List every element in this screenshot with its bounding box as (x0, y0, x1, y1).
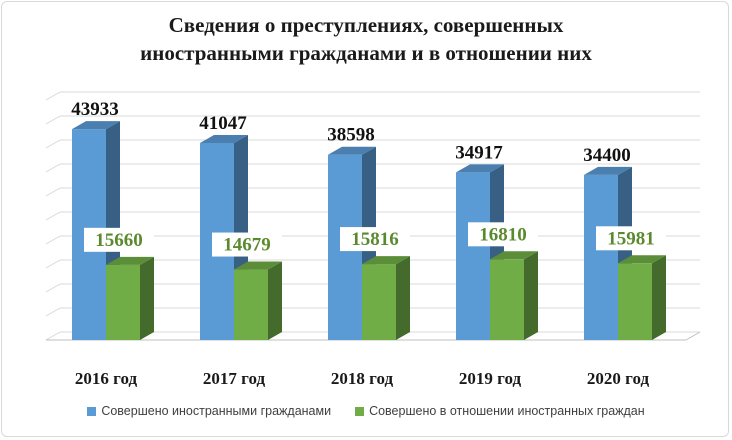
bar-against-foreigners-4-top (490, 251, 538, 260)
data-label-box-against-foreigners-1 (84, 227, 154, 252)
bar-against-foreigners-3 (362, 264, 396, 340)
bar-foreign-committed-1-top (72, 121, 120, 130)
x-tick-label-5: 2020 год (587, 369, 650, 388)
bar-foreign-committed-2-top (200, 134, 248, 143)
data-label-foreign-committed-4: 34917 (455, 142, 503, 163)
x-tick-label-4: 2019 год (459, 369, 522, 388)
bar-against-foreigners-3-side (396, 256, 410, 340)
gridline-side (45, 115, 61, 125)
bar-against-foreigners-4 (490, 259, 524, 340)
legend-swatch-green (355, 406, 365, 416)
gridline-side (45, 307, 61, 317)
bar-against-foreigners-1-top (106, 256, 154, 265)
data-label-box-against-foreigners-3 (340, 227, 410, 252)
bar-against-foreigners-5-side (652, 255, 666, 340)
gridline-side (45, 259, 61, 269)
gridline-side (45, 187, 61, 197)
bar-foreign-committed-4-top (456, 164, 504, 173)
x-tick-label-3: 2018 год (331, 369, 394, 388)
bar-against-foreigners-2-top (234, 261, 282, 270)
legend-item-foreign-committed: Совершено иностранными гражданами (87, 404, 331, 418)
chart-legend: Совершено иностранными гражданами Соверш… (0, 404, 732, 418)
gridline-side (45, 283, 61, 293)
gridline-side (45, 331, 61, 341)
data-label-against-foreigners-2: 14679 (223, 235, 271, 256)
legend-swatch-blue (87, 406, 97, 416)
data-label-box-against-foreigners-5 (596, 226, 666, 251)
x-tick-label-2: 2017 год (203, 369, 266, 388)
data-label-against-foreigners-3: 15816 (351, 229, 399, 250)
data-label-against-foreigners-4: 16810 (479, 224, 527, 245)
legend-label-against-foreigners: Совершено в отношении иностранных гражда… (369, 404, 645, 418)
bar-against-foreigners-4-side (524, 251, 538, 340)
chart-title-line-1: Сведения о преступлениях, совершенных (168, 13, 564, 37)
gridline-side (45, 211, 61, 221)
data-label-foreign-committed-1: 43933 (71, 99, 119, 120)
floor-side-edge (685, 331, 701, 341)
bar-against-foreigners-5 (618, 263, 652, 340)
bar-against-foreigners-5-top (618, 255, 666, 264)
bar-against-foreigners-2-side (268, 261, 282, 340)
data-label-against-foreigners-5: 15981 (607, 228, 655, 249)
data-label-foreign-committed-5: 34400 (583, 145, 631, 166)
bar-against-foreigners-1-side (140, 256, 154, 340)
legend-item-against-foreigners: Совершено в отношении иностранных гражда… (355, 404, 645, 418)
data-label-foreign-committed-3: 38598 (327, 125, 375, 146)
data-label-foreign-committed-2: 41047 (199, 113, 247, 134)
bar-against-foreigners-2 (234, 269, 268, 340)
data-label-against-foreigners-1: 15660 (95, 230, 143, 251)
data-label-box-against-foreigners-4 (468, 222, 538, 247)
bar-foreign-committed-3-top (328, 146, 376, 155)
bar-against-foreigners-1 (106, 264, 140, 340)
bar-against-foreigners-3-top (362, 256, 410, 265)
legend-label-foreign-committed: Совершено иностранными гражданами (101, 404, 332, 418)
chart-title-line-2: иностранными гражданами и в отношении ни… (140, 41, 592, 65)
gridline-side (45, 139, 61, 149)
bar-foreign-committed-4 (456, 172, 490, 340)
gridline-side (45, 91, 61, 101)
bar-foreign-committed-5-top (584, 166, 632, 175)
bar-foreign-committed-5 (584, 174, 618, 340)
gridline-side (45, 235, 61, 245)
gridline-side (45, 163, 61, 173)
data-label-box-against-foreigners-2 (212, 232, 282, 257)
x-tick-label-1: 2016 год (75, 369, 138, 388)
